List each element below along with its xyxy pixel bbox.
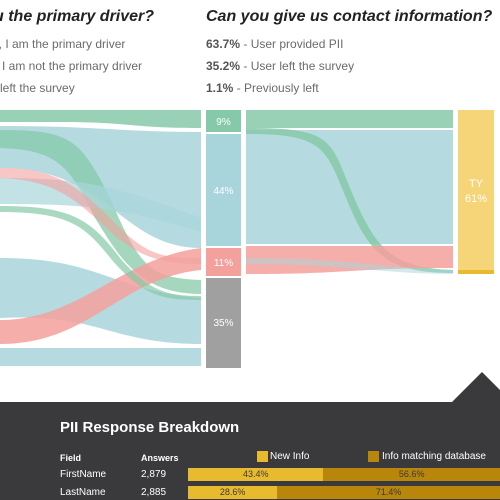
bar-segment-new-info[interactable]: 28.6% (188, 486, 278, 499)
matching-db-swatch (368, 451, 379, 462)
flow-band[interactable] (246, 110, 453, 128)
node-11pct[interactable] (206, 248, 241, 276)
bar-segment-matching-db[interactable]: 71.4% (277, 486, 500, 499)
flow-band[interactable] (0, 248, 201, 344)
question-primary-driver-title: u the primary driver? (0, 8, 155, 25)
row-answers-count: 2,879 (141, 469, 167, 480)
option-user-left-survey[interactable]: 35.2% - User left the survey (206, 60, 354, 82)
option-label: - Previously left (233, 81, 319, 95)
panel-title: PII Response Breakdown (60, 419, 240, 436)
option-user-provided-pii[interactable]: 63.7% - User provided PII (206, 38, 354, 60)
row-field-name: LastName (60, 487, 106, 498)
middle-nodes: 9% 44% 11% 35% (206, 110, 241, 368)
flow-band[interactable] (0, 348, 201, 366)
right-flows (246, 110, 453, 274)
option-label: - User left the survey (240, 59, 355, 73)
response-bar[interactable]: 43.4% 56.6% (188, 468, 500, 481)
node-ty-base (458, 270, 494, 274)
flow-band[interactable] (246, 258, 453, 274)
panel-pointer (452, 372, 500, 402)
flow-band[interactable] (246, 128, 453, 273)
node-ty-value: 61% (465, 193, 487, 205)
option-left-survey[interactable]: er left the survey (0, 81, 75, 95)
bar-segment-new-info[interactable]: 43.4% (188, 468, 324, 481)
option-pct: 35.2% (206, 59, 241, 73)
option-label: - User provided PII (240, 37, 344, 51)
node-ty[interactable] (458, 110, 494, 270)
response-bar[interactable]: 28.6% 71.4% (188, 486, 500, 499)
contact-info-options: 63.7% - User provided PII 35.2% - User l… (206, 38, 354, 104)
node-9pct[interactable] (206, 110, 241, 132)
node-35pct[interactable] (206, 278, 241, 368)
legend-new-info: New Info (270, 451, 310, 462)
row-answers-count: 2,885 (141, 487, 167, 498)
pii-breakdown-panel (0, 402, 500, 500)
column-header-answers: Answers (141, 453, 179, 463)
question-contact-info-title: Can you give us contact information? (206, 8, 493, 25)
option-not-primary-driver[interactable]: lo, I am not the primary driver (0, 59, 143, 73)
sankey-diagram: 9% 44% 11% 35% TY 61% (0, 110, 494, 368)
column-header-field: Field (60, 453, 82, 463)
flow-band[interactable] (0, 168, 201, 264)
option-yes-primary-driver[interactable]: es, I am the primary driver (0, 37, 126, 51)
node-44pct[interactable] (206, 134, 241, 246)
node-label-9pct: 9% (216, 117, 231, 128)
flow-band[interactable] (246, 246, 453, 274)
node-label-44pct: 44% (213, 186, 233, 197)
flow-band[interactable] (0, 178, 201, 232)
new-info-swatch (257, 451, 268, 462)
option-previously-left[interactable]: 1.1% - Previously left (206, 82, 354, 104)
node-ty-label: TY (469, 178, 484, 190)
bar-segment-matching-db[interactable]: 56.6% (323, 468, 500, 481)
primary-driver-options: es, I am the primary driver lo, I am not… (0, 38, 142, 104)
option-pct: 1.1% (206, 81, 234, 95)
left-flows (0, 110, 201, 366)
node-label-35pct: 35% (213, 318, 233, 329)
flow-band[interactable] (0, 110, 201, 128)
legend-matching-database: Info matching database (382, 451, 486, 462)
option-pct: 63.7% (206, 37, 241, 51)
node-label-11pct: 11% (214, 258, 233, 269)
row-field-name: FirstName (60, 469, 107, 480)
